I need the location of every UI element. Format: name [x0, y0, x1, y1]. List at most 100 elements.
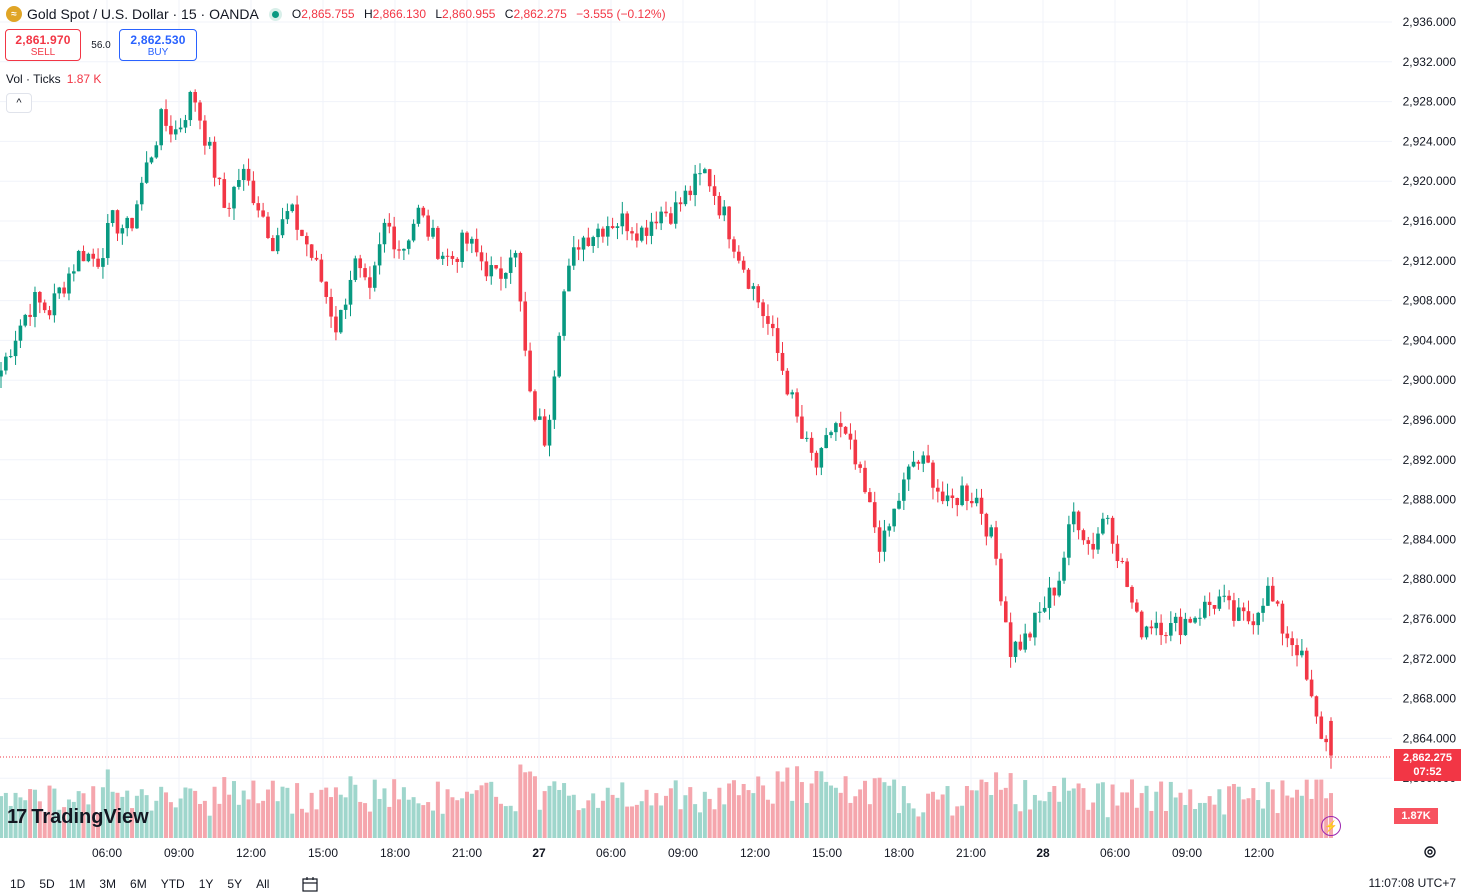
clock-timezone[interactable]: 11:07:08 UTC+7 — [1368, 876, 1457, 890]
volume-bar — [945, 786, 950, 838]
range-button-1d[interactable]: 1D — [10, 877, 26, 891]
volume-bar — [1062, 777, 1067, 838]
collapse-legend-button[interactable]: ^ — [6, 93, 32, 113]
candle-body — [1028, 633, 1032, 638]
volume-bar — [42, 811, 47, 838]
candle-body — [1304, 650, 1309, 680]
volume-bar — [1037, 800, 1042, 838]
range-button-6m[interactable]: 6M — [130, 877, 147, 891]
candle-body — [547, 419, 552, 446]
candle-body — [809, 437, 814, 453]
candle-body — [994, 527, 998, 559]
volume-bar — [1256, 800, 1261, 838]
candle-body — [358, 258, 362, 269]
candle-body — [571, 247, 576, 266]
candle-body — [105, 223, 110, 259]
candle-body — [309, 244, 314, 258]
candle-body — [382, 222, 387, 245]
candle-body — [324, 281, 329, 297]
volume-bar — [333, 787, 338, 838]
candle-body — [353, 258, 358, 280]
candle-body — [261, 210, 265, 217]
volume-bar — [57, 809, 62, 838]
lightning-icon[interactable]: ⚡ — [1321, 816, 1341, 836]
low-key: L — [435, 7, 443, 21]
candle-body — [732, 239, 736, 252]
volume-bar — [261, 800, 266, 838]
volume-bar — [498, 803, 503, 838]
time-tick-label: 06:00 — [596, 846, 626, 860]
volume-bar — [1042, 801, 1047, 838]
candle-body — [484, 261, 489, 277]
high-key: H — [363, 7, 373, 21]
volume-bar — [746, 790, 751, 838]
range-button-1m[interactable]: 1M — [68, 877, 86, 891]
buy-button[interactable]: 2,862.530 BUY — [119, 29, 197, 61]
candle-body — [1251, 621, 1256, 626]
candle-body — [169, 125, 173, 135]
candle-body — [659, 211, 663, 224]
volume-bar — [494, 796, 499, 838]
range-button-3m[interactable]: 3M — [99, 877, 117, 891]
candle-body — [1266, 585, 1270, 606]
volume-bar — [66, 799, 71, 838]
volume-bar — [479, 785, 484, 838]
price-tick-label: 2,932.000 — [1403, 55, 1457, 69]
candle-body — [1324, 738, 1328, 743]
candle-body — [1236, 607, 1241, 621]
close-value: 2,862.275 — [513, 7, 567, 21]
volume-bar — [144, 795, 149, 838]
candle-body — [1023, 633, 1027, 650]
symbol-title[interactable]: Gold Spot / U.S. Dollar · 15 · OANDA — [27, 6, 259, 22]
volume-bar — [1139, 793, 1144, 838]
volume-bar — [304, 812, 309, 838]
candle-body — [853, 439, 858, 465]
open-value: 2,865.755 — [301, 7, 355, 21]
volume-bar — [528, 771, 533, 838]
price-tick-label: 2,876.000 — [1403, 612, 1457, 626]
gear-icon[interactable] — [1421, 843, 1439, 861]
symbol-legend: ≈ Gold Spot / U.S. Dollar · 15 · OANDA O… — [6, 4, 672, 24]
volume-bar — [285, 787, 290, 838]
candle-body — [251, 180, 256, 204]
price-chart[interactable]: 2,936.000 2,932.000 2,928.000 2,924.000 2,92… — [0, 0, 1461, 872]
volume-legend[interactable]: Vol · Ticks 1.87 K — [6, 72, 101, 86]
candle-body — [1329, 720, 1333, 756]
candle-body — [1052, 587, 1057, 596]
candle-body — [727, 206, 731, 240]
candle-body — [1003, 601, 1008, 623]
candle-body — [178, 127, 183, 130]
time-axis[interactable]: 06:00 09:00 12:00 15:00 18:00 21:00 27 06:00 09:… — [92, 846, 1274, 860]
range-button-all[interactable]: All — [256, 877, 270, 891]
volume-bar — [1197, 802, 1202, 838]
candle-body — [615, 226, 620, 228]
volume-bar — [916, 816, 921, 838]
sell-button[interactable]: 2,861.970 SELL — [5, 29, 81, 61]
candle-body — [28, 314, 32, 317]
range-button-1y[interactable]: 1Y — [198, 877, 214, 891]
candle-body — [241, 168, 246, 181]
candle-body — [586, 237, 591, 246]
candle-body — [18, 325, 23, 341]
candle-body — [474, 238, 479, 253]
candle-body — [4, 356, 8, 371]
candle-body — [707, 169, 712, 187]
volume-bar — [1008, 773, 1013, 838]
price-axis[interactable]: 2,936.000 2,932.000 2,928.000 2,924.000 2,92… — [1403, 15, 1457, 785]
price-tick-label: 2,892.000 — [1403, 453, 1457, 467]
volume-bar — [722, 804, 727, 838]
current-price-value: 2,862.275 — [1403, 752, 1452, 764]
range-button-ytd[interactable]: YTD — [160, 877, 185, 891]
range-button-5d[interactable]: 5D — [39, 877, 55, 891]
candle-body — [1125, 561, 1129, 587]
candle-body — [639, 227, 644, 241]
tradingview-logo[interactable]: 17 TradingView — [7, 806, 149, 829]
calendar-icon[interactable] — [301, 875, 319, 893]
candle-body — [829, 432, 833, 436]
candle-body — [479, 252, 484, 262]
candle-body — [397, 249, 401, 251]
volume-bar — [193, 790, 198, 838]
price-tick-label: 2,896.000 — [1403, 413, 1457, 427]
volume-bar — [562, 783, 567, 838]
range-button-5y[interactable]: 5Y — [227, 877, 243, 891]
